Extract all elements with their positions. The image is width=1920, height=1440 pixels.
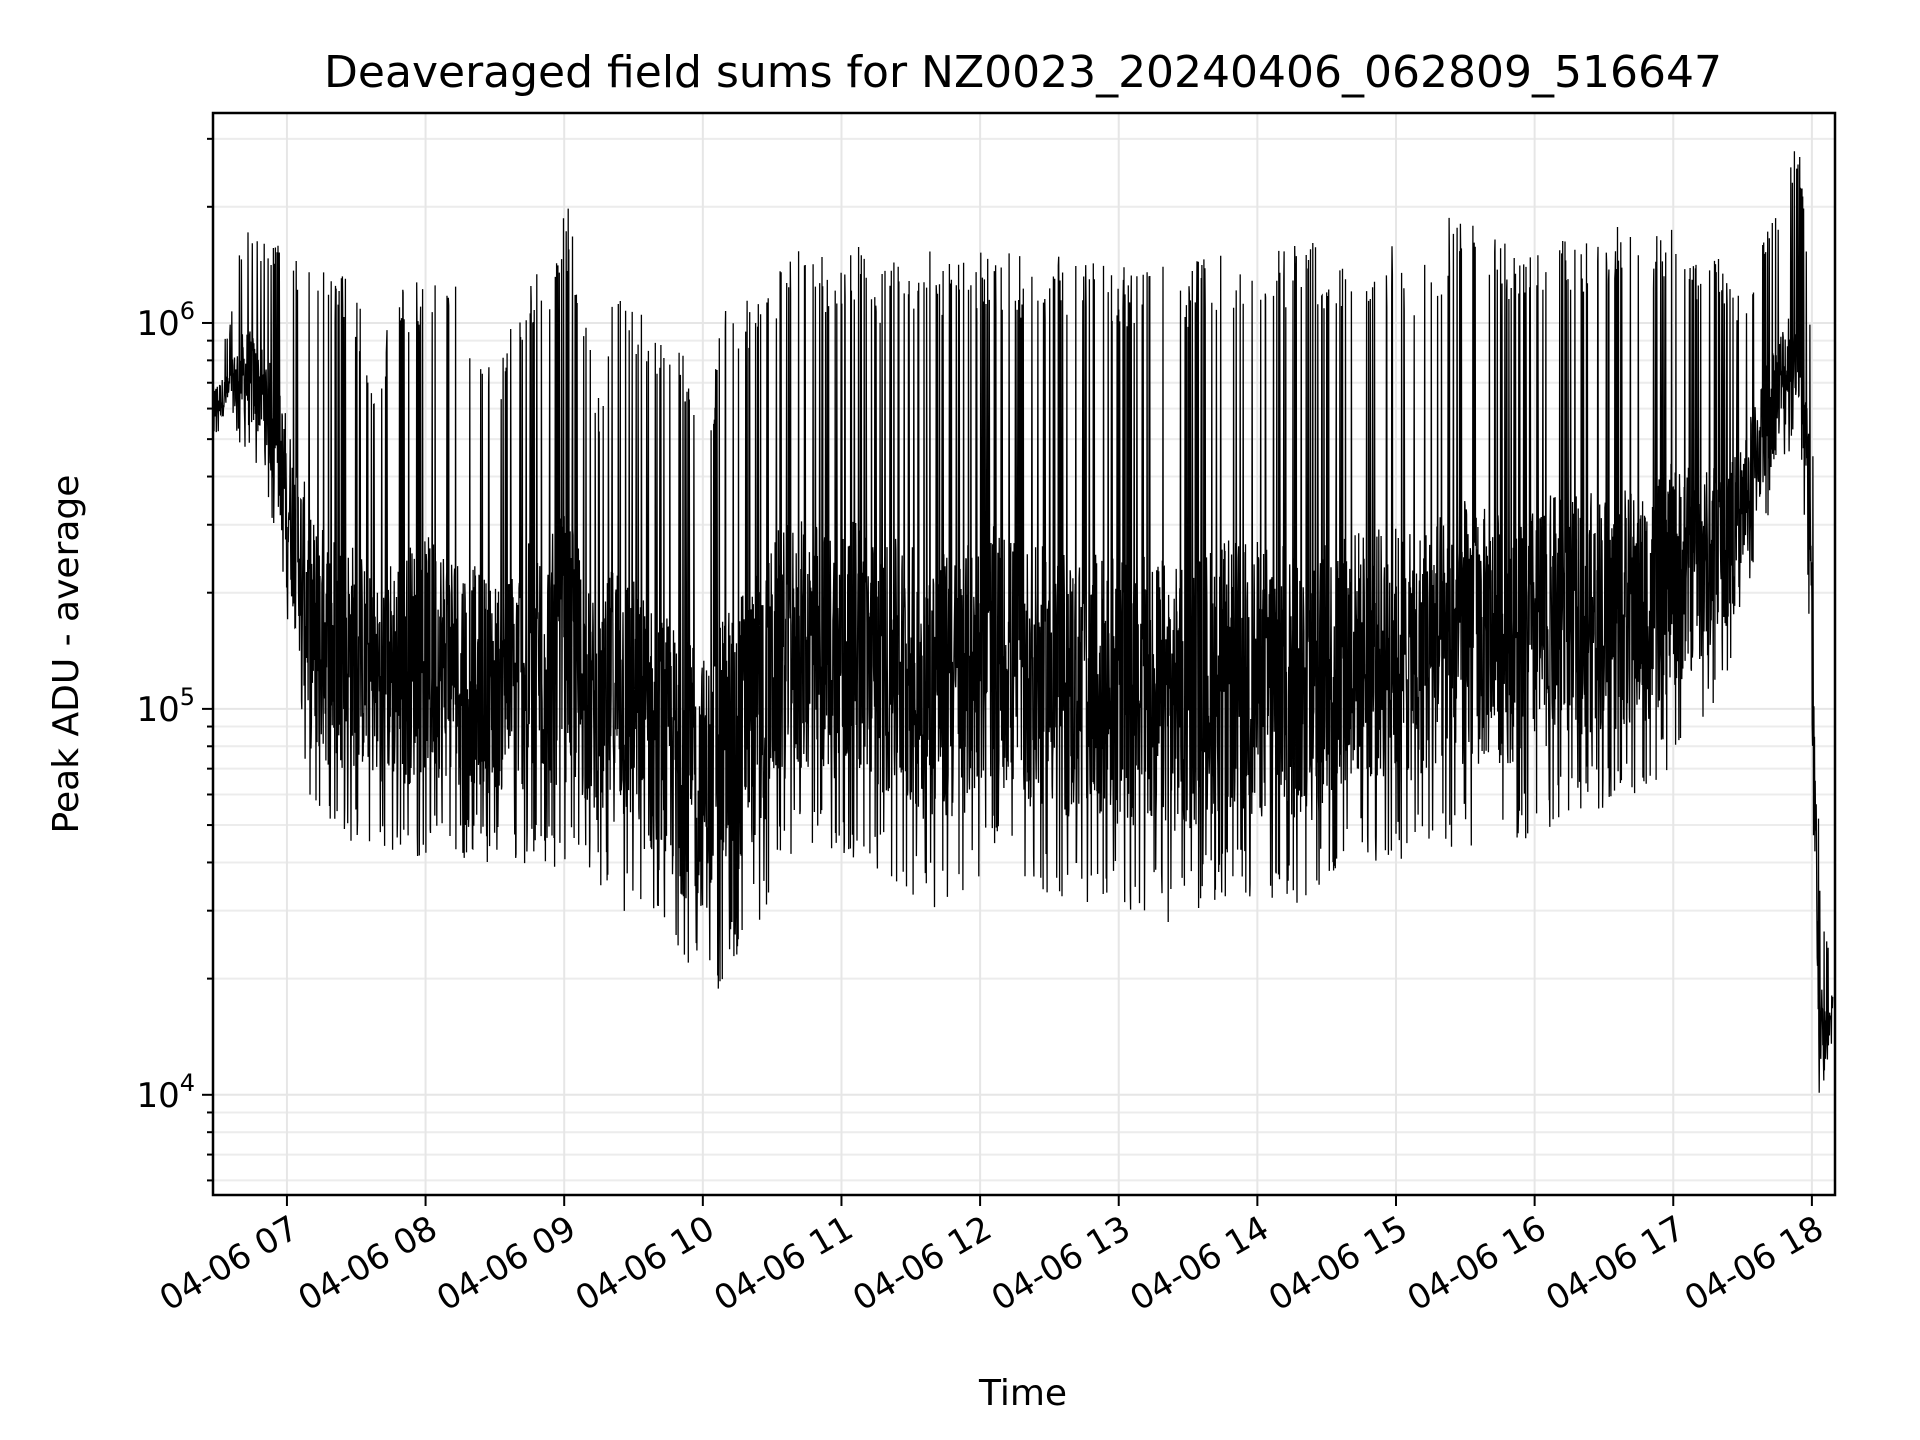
y-axis-label: Peak ADU - average	[46, 475, 87, 834]
y-tick-label: 105	[136, 683, 195, 730]
x-tick-label: 04-06 14	[1123, 1208, 1275, 1319]
series-line	[212, 151, 1834, 1093]
x-tick-label: 04-06 10	[569, 1208, 721, 1319]
x-tick-label: 04-06 07	[153, 1208, 305, 1319]
x-tick-label: 04-06 08	[292, 1208, 444, 1319]
x-axis-label: Time	[978, 1373, 1067, 1414]
x-tick-label: 04-06 11	[708, 1208, 860, 1319]
plot-frame	[211, 111, 1837, 1197]
y-axis: 104 105 106	[136, 137, 213, 1182]
x-tick-label: 04-06 13	[985, 1208, 1137, 1319]
plot-area	[212, 151, 1834, 1093]
x-tick-label: 04-06 16	[1401, 1208, 1553, 1319]
y-tick-label: 104	[136, 1069, 195, 1116]
x-tick-label: 04-06 15	[1262, 1208, 1414, 1319]
chart-title: Deaveraged field sums for NZ0023_2024040…	[324, 47, 1722, 98]
x-tick-label: 04-06 09	[430, 1208, 582, 1319]
x-tick-label: 04-06 17	[1539, 1208, 1691, 1319]
x-tick-label: 04-06 12	[846, 1208, 998, 1319]
y-tick-label: 106	[136, 297, 195, 344]
x-tick-label: 04-06 18	[1678, 1208, 1830, 1319]
